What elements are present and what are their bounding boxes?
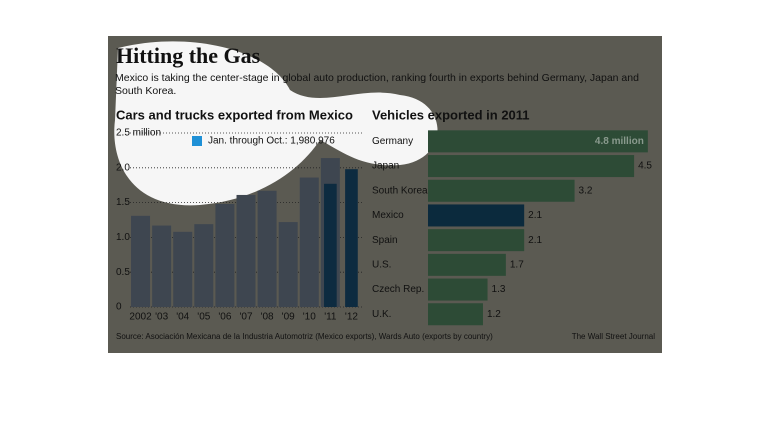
credit: The Wall Street Journal	[572, 332, 656, 341]
category-label: Germany	[372, 136, 413, 147]
bar	[215, 203, 235, 307]
bar	[236, 194, 256, 307]
category-label: Japan	[372, 161, 399, 172]
x-tick-label: '08	[261, 312, 274, 323]
bar	[428, 229, 525, 252]
bar	[299, 177, 319, 307]
bar	[428, 130, 648, 153]
category-label: Mexico	[372, 210, 404, 221]
source: Source: Asociación Mexicana de la Indust…	[116, 332, 493, 341]
legend-swatch	[192, 136, 202, 146]
y-tick-label: 2.5 million	[116, 128, 161, 139]
y-tick-label: 1.0	[116, 232, 130, 243]
bar	[428, 278, 488, 301]
x-tick-label: '11	[324, 312, 337, 323]
subtitle: Mexico is taking the center-stage in glo…	[115, 72, 639, 97]
bar	[152, 225, 172, 307]
category-label: Czech Rep.	[372, 284, 424, 295]
x-tick-label: '07	[239, 312, 252, 323]
x-tick-label: 2002	[129, 312, 152, 323]
bar	[428, 204, 525, 227]
y-tick-label: 2.0	[116, 162, 130, 173]
x-tick-label: '10	[303, 312, 316, 323]
x-tick-label: '06	[218, 312, 231, 323]
x-tick-label: '12	[345, 312, 358, 323]
bar	[428, 253, 506, 276]
bar	[428, 303, 483, 326]
title: Hitting the Gas	[116, 43, 261, 68]
value-label: 1.7	[510, 259, 524, 270]
category-label: South Korea	[372, 185, 428, 196]
bar-jan-oct	[324, 183, 337, 307]
left-title: Cars and trucks exported from Mexico	[116, 107, 353, 122]
highlight-blob	[114, 41, 438, 206]
value-label: 2.1	[528, 210, 542, 221]
value-label: 4.5	[638, 161, 652, 172]
right-title: Vehicles exported in 2011	[372, 107, 530, 122]
value-label: 4.8 million	[595, 136, 644, 147]
legend-label: Jan. through Oct.: 1,980,976	[208, 136, 335, 147]
bar	[173, 231, 193, 307]
bar	[278, 222, 298, 307]
bar	[428, 179, 575, 202]
category-label: U.K.	[372, 309, 391, 320]
x-tick-label: '04	[176, 312, 189, 323]
category-label: Spain	[372, 235, 398, 246]
y-tick-label: 0.5	[116, 267, 130, 278]
bar	[194, 224, 214, 307]
value-label: 2.1	[528, 235, 542, 246]
bar	[428, 155, 635, 178]
y-tick-label: 0	[116, 302, 122, 313]
value-label: 1.3	[492, 284, 506, 295]
subtitle-box: Mexico is taking the center-stage in glo…	[115, 72, 639, 97]
bar-jan-oct	[345, 169, 358, 307]
y-tick-label: 1.5	[116, 197, 130, 208]
bar	[131, 215, 151, 307]
bar	[257, 190, 277, 307]
x-tick-label: '05	[197, 312, 210, 323]
x-tick-label: '09	[282, 312, 295, 323]
x-tick-label: '03	[155, 312, 168, 323]
value-label: 1.2	[487, 309, 501, 320]
value-label: 3.2	[579, 185, 593, 196]
category-label: U.S.	[372, 259, 391, 270]
